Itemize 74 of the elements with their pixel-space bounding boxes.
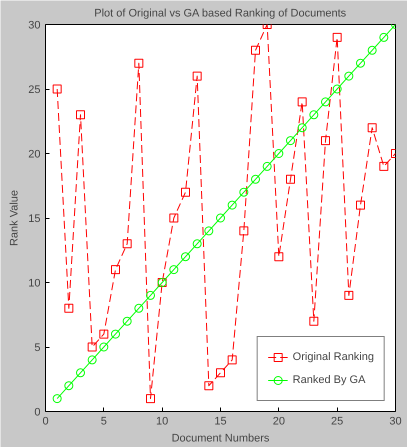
point: [192, 239, 202, 248]
point: [321, 136, 330, 146]
point: [309, 316, 318, 326]
x-tick-label: 25: [331, 416, 344, 428]
y-tick-label: 20: [28, 148, 41, 160]
point: [251, 46, 260, 55]
point: [379, 162, 388, 171]
point: [192, 72, 202, 81]
point: [52, 84, 62, 94]
y-tick-label: 5: [34, 342, 41, 354]
point: [216, 214, 225, 222]
point: [122, 316, 132, 326]
point: [64, 381, 74, 390]
x-tick-label: 5: [100, 416, 107, 428]
point: [286, 174, 295, 184]
y-tick-label: 25: [28, 84, 41, 96]
point: [169, 214, 178, 222]
point: [379, 32, 388, 42]
point: [356, 58, 365, 68]
point: [88, 342, 97, 352]
point: [239, 188, 248, 197]
point: [262, 162, 272, 171]
y-axis-title: Rank Value: [8, 190, 20, 246]
point: [111, 265, 120, 274]
y-tick-label: 15: [28, 213, 41, 225]
point: [239, 226, 248, 236]
point: [134, 58, 144, 68]
point: [146, 394, 155, 404]
point: [204, 226, 214, 236]
point: [52, 394, 62, 404]
point: [332, 84, 342, 94]
point: [169, 265, 178, 274]
point: [99, 330, 108, 339]
point: [344, 290, 354, 300]
point: [228, 200, 237, 210]
point: [368, 46, 377, 55]
point: [216, 368, 225, 378]
point: [298, 97, 307, 106]
point: [286, 136, 295, 146]
x-tick-label: 20: [272, 416, 285, 428]
point: [76, 110, 85, 120]
point: [88, 355, 97, 364]
point: [134, 304, 144, 313]
y-tick-label: 10: [28, 278, 41, 290]
legend-label: Original Ranking: [292, 351, 374, 363]
point: [228, 355, 237, 364]
point: [298, 123, 307, 132]
point: [251, 174, 260, 184]
point: [64, 304, 74, 313]
point: [321, 97, 330, 106]
point: [181, 188, 190, 197]
point: [274, 149, 284, 158]
point: [76, 368, 85, 378]
y-tick-label: 0: [34, 406, 41, 418]
point: [356, 200, 365, 210]
point: [204, 381, 214, 390]
point: [181, 252, 190, 262]
point: [368, 123, 377, 132]
x-tick-label: 30: [389, 416, 402, 428]
point: [344, 72, 354, 81]
point: [309, 110, 318, 120]
y-tick-label: 30: [28, 20, 41, 32]
point: [99, 342, 108, 352]
point: [146, 290, 155, 300]
point: [122, 239, 132, 248]
chart-title: Plot of Original vs GA based Ranking of Documents: [94, 8, 347, 20]
point: [274, 252, 284, 262]
legend-label: Ranked By GA: [292, 374, 366, 386]
point: [111, 330, 120, 339]
x-tick-label: 15: [214, 416, 227, 428]
x-tick-label: 10: [156, 416, 168, 428]
x-tick-label: 0: [42, 416, 49, 428]
x-axis-title: Document Numbers: [172, 432, 270, 444]
point: [332, 32, 342, 42]
